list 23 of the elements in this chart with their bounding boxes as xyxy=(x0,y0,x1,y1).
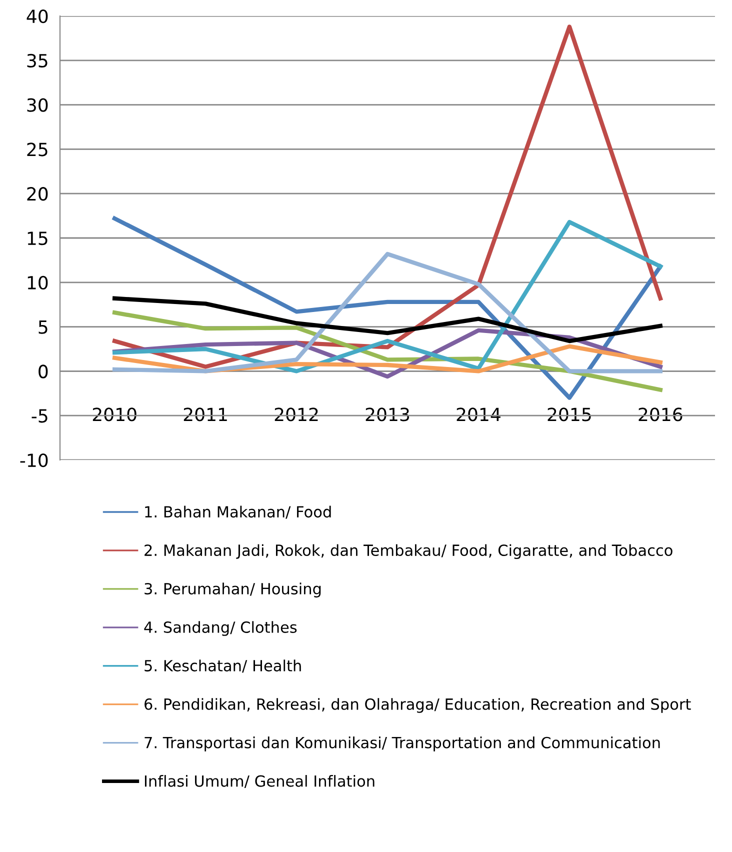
y-tick-label: 10 xyxy=(28,276,48,290)
y-tick-label: -10 xyxy=(20,453,48,468)
legend-label: Inflasi Umum/ Geneal Inflation xyxy=(144,775,374,788)
y-tick-label: 30 xyxy=(27,98,48,112)
y-tick-label: -5 xyxy=(32,409,48,423)
line-series xyxy=(112,220,662,374)
y-tick-label: 20 xyxy=(27,187,48,201)
line-series xyxy=(112,252,662,374)
legend-label: 5. Keschatan/ Health xyxy=(144,660,301,673)
y-tick-label: 15 xyxy=(28,232,48,246)
y-tick-label: 5 xyxy=(38,320,48,334)
line-series xyxy=(112,296,662,344)
legend-label: 6. Pendidikan, Rekreasi, dan Olahraga/ Education, Recreation and Sport xyxy=(144,698,691,713)
legend-label: 3. Perumahan/ Housing xyxy=(144,582,321,598)
y-tick-label: 25 xyxy=(27,142,48,156)
legend-label: 1. Bahan Makanan/ Food xyxy=(145,506,331,519)
legend-label: 7. Transportasi dan Komunikasi/ Transportation and Communication xyxy=(144,736,660,752)
y-tick-label: 0 xyxy=(38,364,48,378)
line-series xyxy=(112,216,662,400)
legend-label: 4. Sandang/ Clothes xyxy=(144,621,297,636)
y-tick-label: 35 xyxy=(27,54,48,68)
y-tick-label: 40 xyxy=(26,9,48,24)
legend-label: 2. Makanan Jadi, Rokok, dan Tembakau/ Food, Cigaratte, and Tobacco xyxy=(144,544,672,560)
